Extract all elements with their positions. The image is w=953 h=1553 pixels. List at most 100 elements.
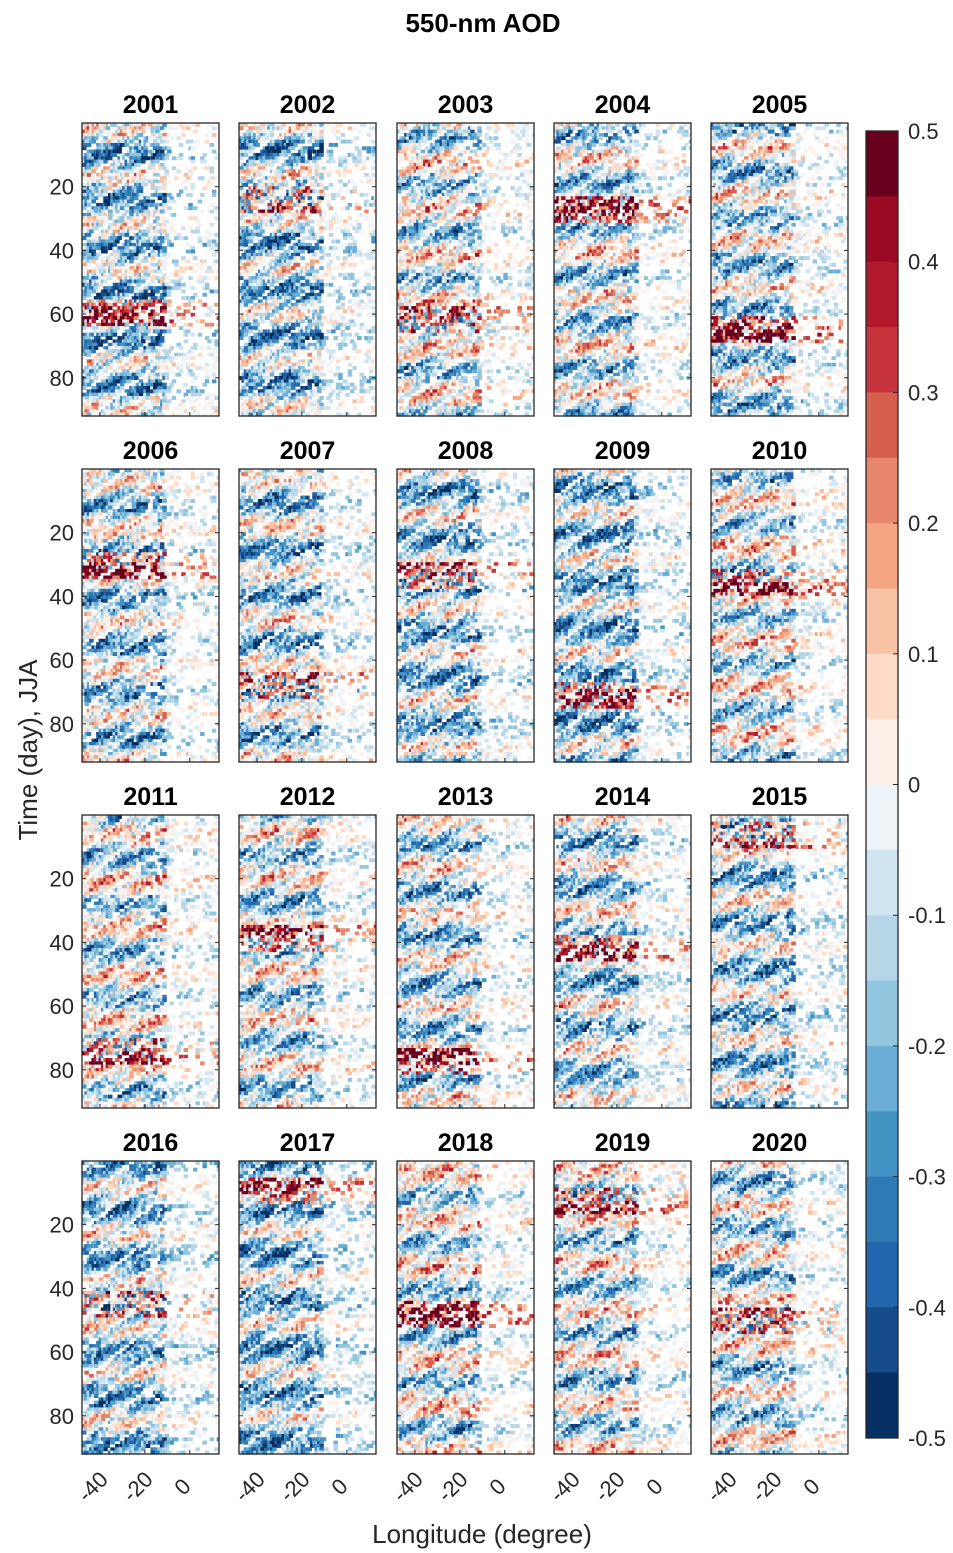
heatmap-cell [193, 206, 197, 210]
heatmap-cell [113, 333, 117, 337]
heatmap-cell [113, 243, 117, 247]
heatmap-cell [120, 206, 124, 210]
heatmap-cell [129, 319, 133, 323]
heatmap-cell [172, 213, 176, 217]
heatmap-cell [91, 260, 95, 264]
heatmap-cell [99, 283, 103, 287]
heatmap-cell [186, 243, 190, 247]
heatmap-cell [202, 160, 206, 164]
heatmap-cell [141, 250, 145, 254]
heatmap-cell [158, 196, 162, 200]
heatmap-cell [200, 319, 204, 323]
heatmap-cell [193, 263, 197, 267]
heatmap-cell [172, 200, 176, 204]
heatmap-cell [200, 279, 204, 283]
heatmap-cell [179, 326, 183, 330]
heatmap-cell [134, 346, 138, 350]
heatmap-cell [117, 150, 121, 154]
heatmap-cell [174, 176, 178, 180]
heatmap-cell [198, 366, 202, 370]
heatmap-cell [186, 260, 190, 264]
heatmap-cell [176, 193, 180, 197]
heatmap-cell [181, 180, 185, 184]
heatmap-cell [191, 250, 195, 254]
heatmap-cell [125, 293, 129, 297]
heatmap-cell [181, 126, 185, 130]
heatmap-cell [165, 376, 169, 380]
heatmap-cell [134, 316, 138, 320]
heatmap-cell [82, 236, 86, 240]
heatmap-cell [205, 270, 209, 274]
heatmap-cell [188, 266, 192, 270]
heatmap-cell [165, 156, 169, 160]
heatmap-cell [212, 379, 216, 383]
heatmap-cell [191, 160, 195, 164]
heatmap-cell [176, 319, 180, 323]
heatmap-cell [103, 309, 107, 313]
heatmap-cell [184, 303, 188, 307]
heatmap-cell [191, 186, 195, 190]
heatmap-cell [212, 253, 216, 257]
heatmap-cell [113, 273, 117, 277]
heatmap-cell [176, 286, 180, 290]
heatmap-cell [139, 373, 143, 377]
heatmap-cell [129, 200, 133, 204]
heatmap-cell [179, 236, 183, 240]
heatmap-cell [200, 176, 204, 180]
heatmap-cell [193, 130, 197, 134]
heatmap-cell [212, 126, 216, 130]
heatmap-cell [214, 156, 218, 160]
heatmap-cell [125, 263, 129, 267]
heatmap-cell [191, 379, 195, 383]
heatmap-cell [210, 203, 214, 207]
heatmap-cell [184, 206, 188, 210]
heatmap-cell [167, 293, 171, 297]
heatmap-cell [103, 250, 107, 254]
heatmap-cell [153, 193, 157, 197]
heatmap-cell [82, 356, 86, 360]
heatmap-cell [113, 153, 117, 157]
heatmap-cell [193, 270, 197, 274]
heatmap-cell [210, 246, 214, 250]
heatmap-cell [141, 160, 145, 164]
heatmap-cell [87, 143, 91, 147]
heatmap-cell [212, 133, 216, 137]
heatmap-cell [99, 223, 103, 227]
heatmap-cell [158, 166, 162, 170]
heatmap-cell [87, 293, 91, 297]
heatmap-cell [191, 356, 195, 360]
heatmap-cell [205, 140, 209, 144]
heatmap-cell [212, 373, 216, 377]
heatmap-cell [167, 180, 171, 184]
heatmap-cell [214, 233, 218, 237]
heatmap-cells-2001 [82, 123, 221, 417]
heatmap-cell [172, 230, 176, 234]
heatmap-cell [146, 336, 150, 340]
heatmap-cell [87, 323, 91, 327]
heatmap-cell [174, 263, 178, 267]
heatmap-cell [139, 223, 143, 227]
heatmap-cell [134, 376, 138, 380]
heatmap-cell [181, 133, 185, 137]
heatmap-cell [174, 273, 178, 277]
heatmap-cell [120, 326, 124, 330]
heatmap-cell [91, 319, 95, 323]
heatmap-cell [160, 210, 164, 214]
heatmap-cell [214, 289, 218, 293]
heatmap-cell [117, 359, 121, 363]
heatmap-cell [113, 213, 117, 217]
heatmap-cell [176, 136, 180, 140]
heatmap-cell [167, 303, 171, 307]
heatmap-cell [139, 343, 143, 347]
heatmap-cell [87, 383, 91, 387]
heatmap-cell [127, 379, 131, 383]
heatmap-cell [129, 230, 133, 234]
heatmap-cell [188, 193, 192, 197]
heatmap-cell [210, 270, 214, 274]
heatmap-cell [186, 356, 190, 360]
heatmap-cell [210, 233, 214, 237]
heatmap-cell [188, 276, 192, 280]
heatmap-cell [200, 326, 204, 330]
heatmap-cell [167, 329, 171, 333]
heatmap-cell [191, 146, 195, 150]
